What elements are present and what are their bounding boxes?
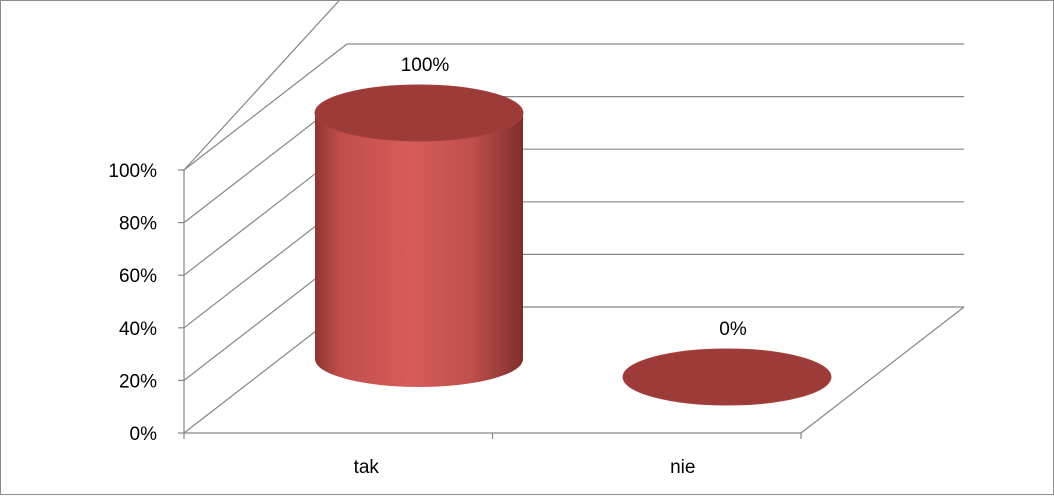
chart-walls xyxy=(183,170,965,434)
bar-nie xyxy=(622,348,832,406)
y-tick-label: 20% xyxy=(119,371,157,392)
y-tick-label: 80% xyxy=(119,214,157,235)
gridline xyxy=(183,148,964,276)
side-wall-top-edge xyxy=(183,1,340,171)
data-label: 100% xyxy=(401,55,450,76)
gridline xyxy=(183,201,964,329)
gridline xyxy=(183,95,964,224)
y-tick-label: 100% xyxy=(108,161,157,182)
gridline xyxy=(183,43,964,171)
y-tick-label: 0% xyxy=(130,424,158,445)
gridline xyxy=(183,306,964,434)
data-label: 0% xyxy=(719,319,747,340)
gridline xyxy=(183,253,964,381)
data-labels: 100% 0% xyxy=(401,55,747,340)
bar-top xyxy=(622,348,832,406)
category-label: tak xyxy=(354,457,380,478)
bars xyxy=(314,84,832,406)
y-axis-tick-labels: 0% 20% 40% 60% 80% 100% xyxy=(108,161,157,445)
gridlines xyxy=(178,1,964,439)
y-tick-label: 40% xyxy=(119,319,157,340)
category-label: nie xyxy=(670,457,695,478)
category-labels: tak nie xyxy=(354,457,696,478)
floor-edge xyxy=(184,306,965,434)
y-tick-label: 60% xyxy=(119,266,157,287)
bar-body xyxy=(315,113,523,387)
bar-tak xyxy=(314,84,524,387)
bar-top xyxy=(314,84,524,142)
